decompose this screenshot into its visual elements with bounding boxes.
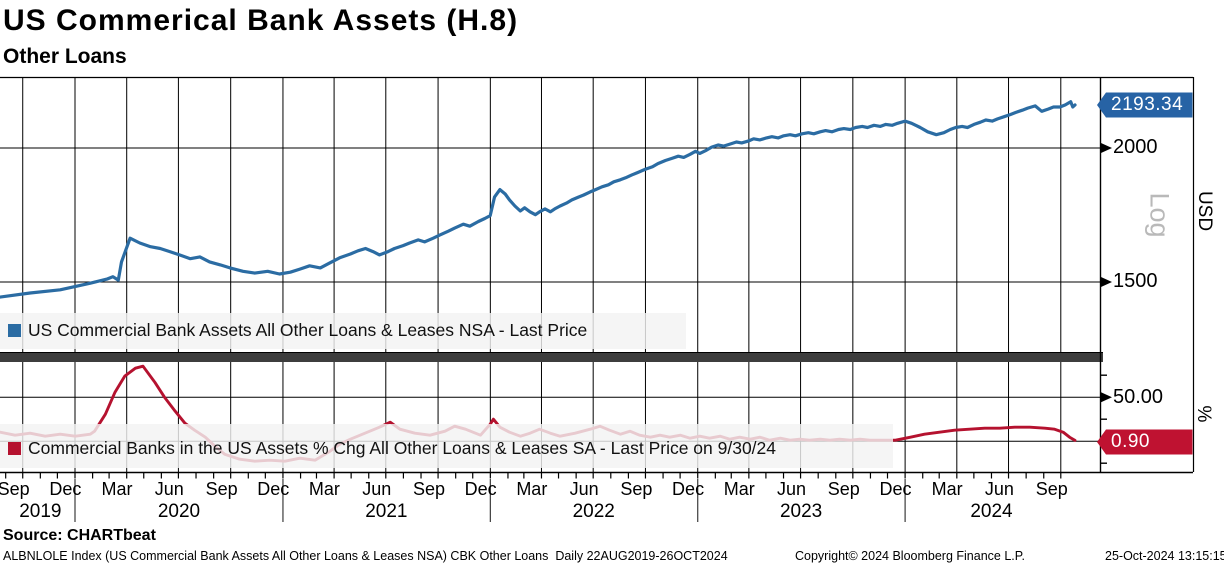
series-line-blue	[0, 100, 1077, 299]
page-title: US Commerical Bank Assets (H.8)	[3, 4, 519, 37]
x-month-label: Dec	[672, 479, 705, 499]
x-year-label: 2021	[365, 501, 408, 522]
log-scale-label[interactable]: Log	[1144, 192, 1175, 238]
x-month-label: Jun	[154, 479, 184, 499]
source-line: Source: CHARTbeat	[3, 527, 156, 544]
x-month-label: Mar	[931, 479, 963, 499]
legend-band-top	[0, 313, 686, 349]
x-year-label: 2019	[19, 501, 62, 522]
y-tick-1500: 1500	[1113, 270, 1158, 292]
x-axis-year-labels: 2019 2020 2021 2022 2023 2024	[0, 501, 1224, 523]
x-month-label: Sep	[412, 479, 445, 499]
axis-tick-arrow	[1101, 392, 1112, 403]
axis-tick-arrow	[1101, 143, 1112, 153]
legend-swatch-red	[8, 442, 21, 455]
x-month-label: Mar	[723, 479, 755, 499]
page-subtitle: Other Loans	[3, 45, 127, 68]
x-month-label: Sep	[0, 479, 30, 499]
x-month-label: Mar	[308, 479, 340, 499]
x-month-label: Dec	[257, 479, 290, 499]
footer-copyright: Copyright© 2024 Bloomberg Finance L.P.	[795, 549, 1025, 563]
x-month-label: Mar	[101, 479, 133, 499]
x-month-label: Jun	[776, 479, 806, 499]
x-month-label: Mar	[516, 479, 548, 499]
x-month-label: Sep	[205, 479, 238, 499]
last-price-tag-bottom[interactable]: 0.90	[1111, 431, 1150, 452]
price-tag-red-shape[interactable]	[1097, 429, 1193, 455]
x-axis-month-labels: Sep Dec Mar Jun Sep Dec Mar Jun Sep Dec Mar Jun Sep D…	[0, 479, 1224, 501]
x-month-label: Dec	[49, 479, 82, 499]
x-month-label: Jun	[362, 479, 392, 499]
x-month-label: Sep	[827, 479, 860, 499]
legend-top-series[interactable]: US Commercial Bank Assets All Other Loan…	[8, 320, 587, 341]
y-tick-50: 50.00	[1113, 386, 1164, 408]
y-tick-2000: 2000	[1113, 136, 1158, 158]
x-year-label: 2024	[970, 501, 1013, 522]
legend-band-bottom	[0, 424, 893, 468]
price-tag-blue-shape[interactable]	[1097, 92, 1193, 118]
footer-timestamp: 25-Oct-2024 13:15:15	[1105, 549, 1224, 563]
legend-bottom-series[interactable]: Commercial Banks in the US Assets % Chg …	[8, 438, 776, 459]
x-month-label: Jun	[569, 479, 599, 499]
x-month-label: Dec	[464, 479, 497, 499]
legend-label-bottom: Commercial Banks in the US Assets % Chg …	[28, 438, 777, 458]
last-price-tag-top[interactable]: 2193.34	[1111, 94, 1184, 115]
x-month-label: Sep	[1035, 479, 1068, 499]
x-month-label: Dec	[879, 479, 912, 499]
usd-axis-unit-label: USD	[1194, 190, 1215, 232]
axis-tick-arrow	[1101, 276, 1112, 287]
legend-label-top: US Commercial Bank Assets All Other Loan…	[28, 320, 588, 340]
panel-separator	[0, 352, 1103, 362]
x-year-label: 2020	[157, 501, 201, 522]
percent-axis-unit-label: %	[1193, 405, 1214, 423]
footer-descriptor: ALBNLOLE Index (US Commercial Bank Asset…	[3, 549, 728, 563]
x-month-label: Sep	[620, 479, 653, 499]
legend-swatch-blue	[8, 324, 21, 337]
x-month-label: Jun	[984, 479, 1014, 499]
x-year-label: 2023	[779, 501, 823, 522]
x-year-label: 2022	[572, 501, 615, 522]
